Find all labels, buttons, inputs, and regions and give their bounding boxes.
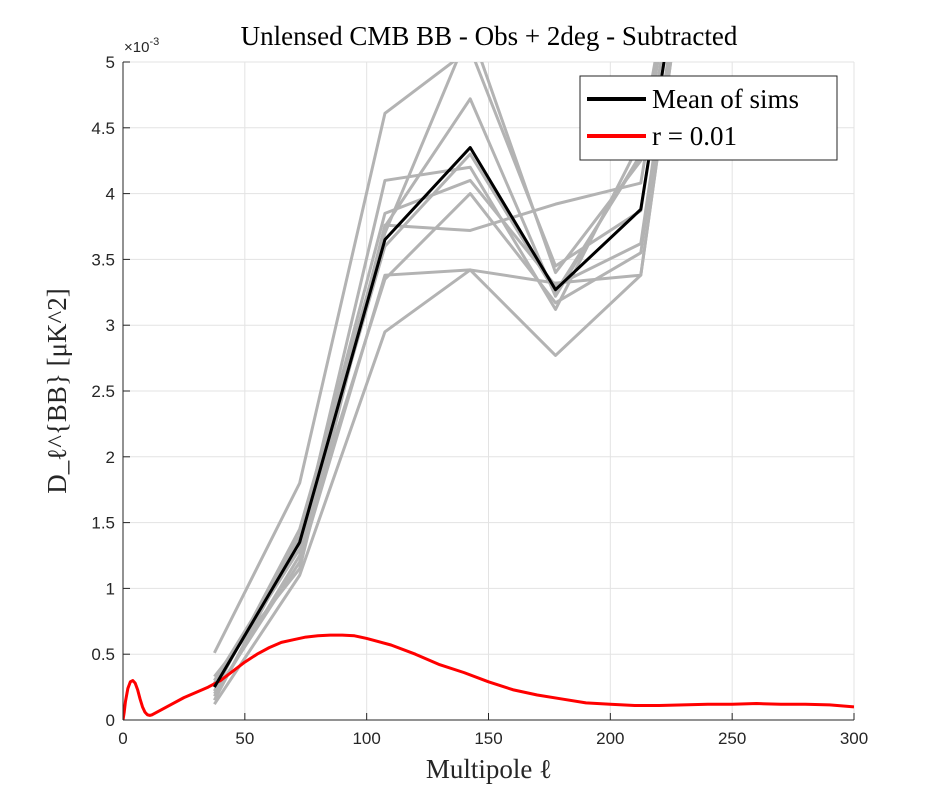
plot-area xyxy=(123,62,854,720)
x-tick-label: 0 xyxy=(118,729,127,748)
y-tick-label: 2 xyxy=(106,448,115,467)
series-line-mean xyxy=(213,62,666,688)
x-tick-label: 200 xyxy=(596,729,624,748)
x-tick-label: 100 xyxy=(352,729,380,748)
grid xyxy=(122,61,855,721)
sim-line xyxy=(213,62,673,695)
series-line-r-0.01 xyxy=(123,633,854,720)
sim-line xyxy=(213,62,663,678)
y-tick-label: 5 xyxy=(106,53,115,72)
x-tick-label: 150 xyxy=(474,729,502,748)
x-tick-label: 300 xyxy=(840,729,868,748)
y-tick-label: 0 xyxy=(106,711,115,730)
sim-line xyxy=(213,62,671,684)
legend: Mean of sims r = 0.01 xyxy=(579,75,838,161)
y-tick-label: 3.5 xyxy=(91,250,115,269)
y-tick-label: 2.5 xyxy=(91,382,115,401)
y-tick-label: 3 xyxy=(106,316,115,335)
y-tick-label: 1 xyxy=(106,579,115,598)
y-tick-label: 1.5 xyxy=(91,514,115,533)
x-axis-label: Multipole ℓ xyxy=(426,754,552,784)
y-axis-label: D_ℓ^{BB} [μK^2] xyxy=(42,288,72,493)
x-tick-label: 250 xyxy=(718,729,746,748)
y-exponent: ×10-3 xyxy=(124,36,159,56)
sim-line xyxy=(213,62,660,692)
chart-title: Unlensed CMB BB - Obs + 2deg - Subtracte… xyxy=(241,21,738,51)
y-tick-label: 4 xyxy=(106,185,115,204)
y-tick-label: 4.5 xyxy=(91,119,115,138)
axes: 0 50 100 150 200 250 300 0 0.5 1 1.5 2 2.5 3 3.5 4 4.5 5 xyxy=(91,53,868,748)
legend-label-model: r = 0.01 xyxy=(652,121,737,151)
legend-label-mean: Mean of sims xyxy=(652,84,799,114)
x-tick-label: 50 xyxy=(235,729,254,748)
legend-box xyxy=(579,75,838,161)
y-tick-label: 0.5 xyxy=(91,645,115,664)
